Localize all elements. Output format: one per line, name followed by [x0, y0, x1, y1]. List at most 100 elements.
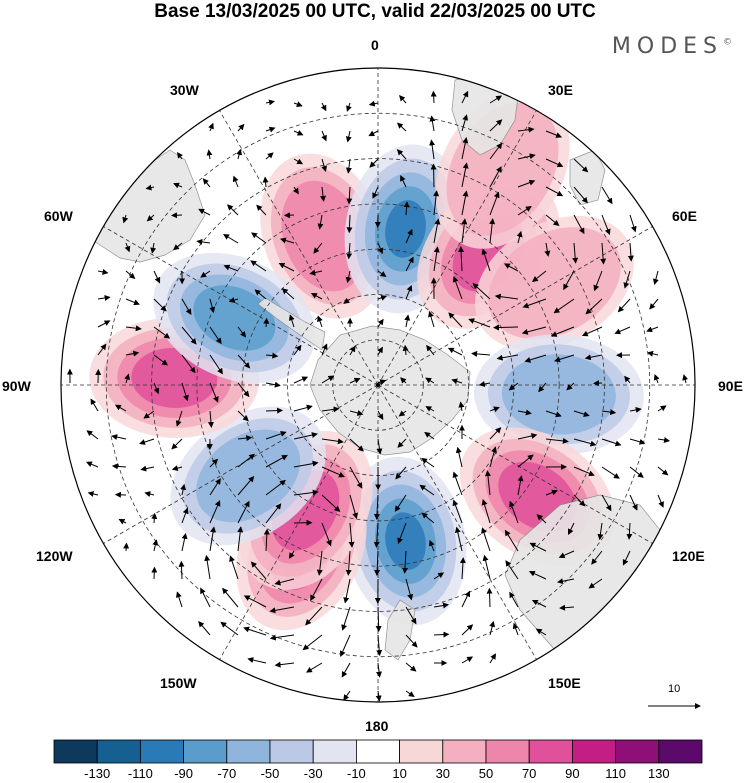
wind-vector — [293, 344, 302, 356]
brand-logo: MODES© — [611, 34, 732, 59]
wind-vector — [545, 158, 564, 168]
wind-vector — [173, 242, 183, 251]
wind-vector — [452, 499, 463, 524]
wind-vector — [573, 158, 589, 173]
wind-vector — [178, 560, 185, 580]
wind-vector — [313, 242, 323, 254]
wind-vector — [529, 542, 547, 552]
wind-vector — [321, 438, 344, 445]
wind-vector — [111, 434, 127, 440]
wind-vector — [461, 190, 469, 216]
wind-vector — [86, 430, 99, 440]
wind-vector — [152, 539, 159, 552]
wind-vector — [209, 354, 223, 375]
wind-vector — [601, 409, 617, 416]
wind-vector — [321, 494, 341, 512]
wind-vector — [478, 381, 491, 387]
colorbar-swatch — [658, 739, 703, 764]
wind-vector — [505, 560, 519, 580]
wind-vector — [302, 634, 323, 651]
wind-vector — [433, 218, 441, 244]
wind-vector — [269, 606, 295, 614]
wind-vector — [563, 270, 575, 291]
wind-vector — [226, 204, 239, 216]
wind-vector — [425, 406, 435, 412]
wind-vector — [623, 270, 631, 289]
wind-vector — [204, 554, 211, 580]
colorbar-swatch — [226, 739, 271, 764]
wind-vector — [532, 270, 547, 283]
wind-vector — [573, 410, 590, 417]
wind-vector — [403, 201, 410, 216]
wind-vector — [309, 269, 323, 276]
wind-vector — [601, 466, 620, 479]
wind-vector — [597, 522, 604, 541]
wind-vector — [320, 186, 327, 202]
wind-vector — [545, 489, 558, 496]
meridian-line — [377, 110, 537, 386]
wind-vector — [493, 324, 519, 331]
wind-vector — [310, 578, 323, 602]
wind-vector — [144, 491, 155, 497]
wind-vector — [223, 264, 239, 272]
anomaly-contour — [385, 512, 426, 570]
wind-vector — [376, 662, 382, 678]
wind-vector — [573, 438, 597, 447]
wind-vector — [372, 186, 379, 199]
wind-vector — [652, 270, 659, 285]
wind-vector — [433, 602, 449, 609]
colorbar-tick-label: -90 — [174, 766, 193, 781]
wind-vector — [279, 237, 295, 244]
wind-vector — [649, 298, 659, 310]
wind-vector — [265, 381, 281, 388]
wind-vector — [209, 298, 216, 314]
wind-vector — [125, 270, 136, 279]
anomaly-contour — [281, 180, 367, 292]
colorbar-swatch — [139, 739, 184, 764]
wind-vector — [265, 454, 288, 468]
wind-vector — [517, 475, 524, 496]
wind-vector — [250, 260, 267, 272]
wind-vector — [349, 345, 356, 356]
wind-vector — [399, 95, 407, 104]
wind-vector — [573, 186, 588, 204]
wind-vector — [544, 242, 551, 257]
wind-vector — [396, 149, 407, 160]
wind-vector — [601, 494, 612, 512]
wind-vector — [317, 315, 323, 328]
wind-vector — [293, 376, 309, 384]
wind-vector — [278, 263, 295, 272]
wind-vector — [430, 163, 437, 188]
wind-vector — [345, 270, 352, 284]
wind-vector — [374, 550, 381, 576]
wind-vector — [343, 297, 351, 304]
wind-vector — [622, 550, 631, 566]
wind-vector — [517, 179, 536, 188]
wind-vector — [405, 284, 413, 300]
wind-vector — [222, 587, 239, 608]
meridian-line — [103, 226, 379, 386]
wind-vector — [237, 435, 253, 442]
wind-vector — [396, 122, 407, 132]
wind-vector — [321, 522, 332, 547]
colorbar-swatch — [355, 739, 400, 764]
wind-vector — [451, 378, 463, 385]
wind-vector — [461, 624, 474, 636]
wind-vector — [114, 404, 127, 412]
latitude-circle — [105, 112, 651, 658]
colorbar-tick-label: 50 — [478, 766, 494, 781]
wind-vector — [208, 122, 214, 132]
wind-vector — [111, 463, 127, 470]
wind-vector — [481, 248, 491, 272]
wind-vector — [254, 289, 267, 300]
wind-vector — [588, 578, 603, 589]
wind-vector — [421, 512, 435, 524]
wind-vector — [433, 572, 445, 580]
wind-vector — [124, 242, 131, 253]
colorbar-swatch — [312, 739, 357, 764]
wind-vector — [293, 404, 313, 412]
wind-vector — [428, 539, 435, 552]
colorbar-swatch — [442, 739, 487, 764]
wind-vector — [90, 398, 99, 412]
